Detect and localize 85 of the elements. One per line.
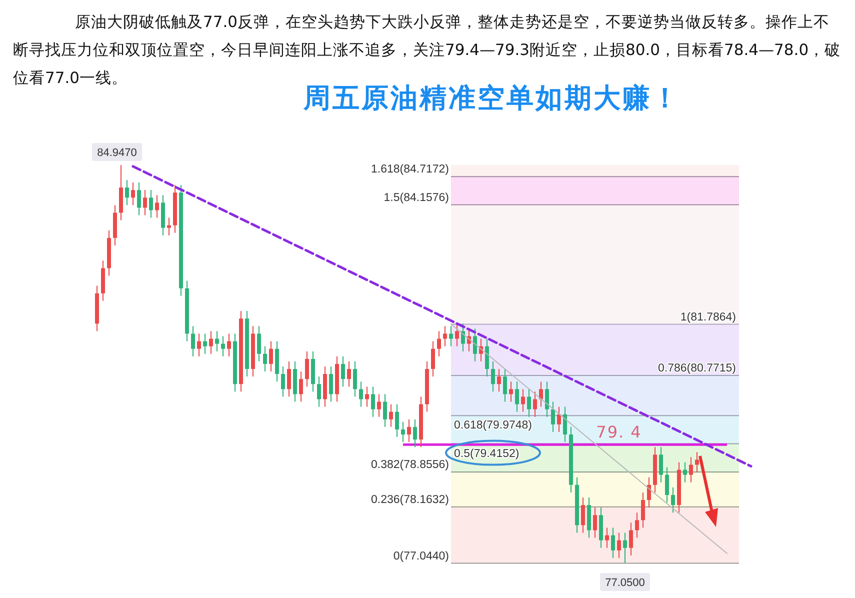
candlestick — [365, 386, 369, 408]
candlestick — [407, 418, 411, 443]
candlestick — [521, 388, 525, 412]
candlestick — [257, 326, 261, 362]
candlestick — [287, 360, 291, 398]
ref-line-label: 0(77.0440) — [393, 550, 450, 562]
candlestick — [455, 323, 459, 347]
ref-line-label: 0.5(79.4152) — [454, 448, 520, 460]
candlestick — [353, 360, 357, 398]
candlestick — [629, 522, 633, 556]
candlestick — [551, 401, 555, 432]
candlestick — [509, 381, 513, 402]
candlestick — [263, 346, 267, 372]
candlestick — [617, 532, 621, 558]
candlestick — [167, 217, 171, 236]
candlestick — [377, 394, 381, 418]
candlestick — [665, 466, 669, 504]
ref-line-label: 79. 4 — [596, 422, 642, 442]
candlestick — [149, 190, 153, 218]
candlestick — [473, 328, 477, 362]
candlestick — [269, 340, 273, 372]
candlestick — [299, 370, 303, 402]
candlestick — [395, 404, 399, 438]
candlestick — [641, 492, 645, 528]
candlestick — [605, 527, 609, 548]
annotation: 84.9470 — [97, 147, 137, 159]
candlestick — [503, 368, 507, 402]
candlestick — [431, 340, 435, 378]
candlestick — [197, 333, 201, 357]
candlestick — [221, 336, 225, 357]
candlestick — [401, 421, 405, 443]
candlestick — [143, 190, 147, 216]
candlestick — [125, 179, 129, 206]
candlestick — [563, 406, 567, 443]
candlestick — [635, 512, 639, 538]
ref-line-label: 0.382(78.8556) — [370, 459, 450, 471]
candlestick — [359, 381, 363, 408]
ref-line-label: 1(81.7864) — [680, 311, 736, 324]
candlestick — [137, 182, 141, 216]
candlestick — [347, 360, 351, 388]
candlestick — [557, 406, 561, 432]
candlestick — [461, 323, 465, 352]
candlestick — [389, 404, 393, 428]
candlestick — [155, 194, 159, 218]
candlestick — [131, 182, 135, 206]
candlestick — [485, 338, 489, 378]
candlestick — [341, 356, 345, 388]
candlestick — [305, 350, 309, 388]
annotation: 77.0500 — [605, 577, 645, 589]
candlestick — [371, 386, 375, 418]
ref-line-label: 0.786(80.7715) — [658, 362, 736, 374]
ref-line-label: 0.236(78.1632) — [370, 494, 450, 506]
candlestick — [611, 527, 615, 558]
candlestick — [227, 333, 231, 357]
candlestick — [497, 368, 501, 392]
candlestick — [593, 507, 597, 538]
ref-line-label: 1.5(84.1576) — [384, 192, 450, 204]
candlestick — [443, 326, 447, 347]
candlestick — [689, 456, 693, 483]
candlestick — [581, 496, 585, 534]
candlestick — [545, 381, 549, 418]
candlestick — [203, 333, 207, 354]
candlestick — [449, 326, 453, 347]
candlestick — [215, 330, 219, 352]
candlestick — [539, 381, 543, 408]
candlestick — [191, 326, 195, 357]
candlestick — [317, 376, 321, 408]
candlestick — [413, 418, 417, 448]
candlestick — [671, 486, 675, 514]
candlestick — [659, 446, 663, 483]
candlestick — [533, 391, 537, 418]
candlestick — [329, 366, 333, 402]
candlestick — [281, 366, 285, 398]
candlestick — [683, 462, 687, 483]
ref-line-label: 0.618(79.9748) — [454, 420, 532, 432]
ref-line-label: 1.618(84.7172) — [370, 164, 450, 176]
candlestick — [695, 452, 699, 473]
candlestick — [623, 532, 627, 564]
candlestick — [383, 394, 387, 428]
candlestick — [491, 360, 495, 392]
candlestick — [515, 381, 519, 412]
candlestick — [437, 330, 441, 357]
candlestick — [647, 476, 651, 508]
candlestick — [527, 388, 531, 418]
candlestick — [209, 330, 213, 354]
